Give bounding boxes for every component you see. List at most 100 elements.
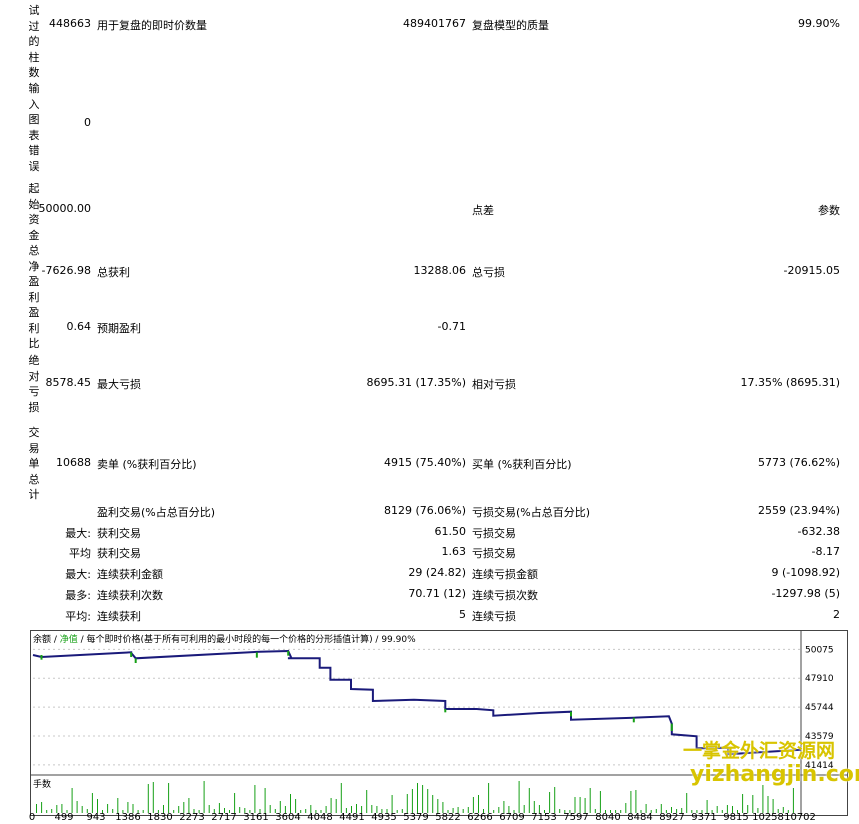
volume-bar bbox=[442, 802, 444, 813]
x-tick-label-20: 8927 bbox=[659, 812, 685, 823]
maximal-consec-profit-label: 连续获利次数 bbox=[97, 589, 163, 602]
volume-bar bbox=[56, 805, 58, 813]
chart-header: 余额 / 净值 / 每个即时价格(基于所有可利用的最小时段的每一个价格的分形插值… bbox=[33, 632, 416, 645]
balance-chart: 余额 / 净值 / 每个即时价格(基于所有可利用的最小时段的每一个价格的分形插值… bbox=[30, 630, 848, 816]
volume-bar bbox=[300, 810, 302, 813]
volume-bar bbox=[61, 804, 63, 813]
y-tick-label-0: 50075 bbox=[805, 645, 834, 655]
volume-bar bbox=[437, 799, 439, 813]
volume-bar bbox=[706, 800, 708, 813]
maximal-consec-profit-value: 70.71 (12) bbox=[408, 587, 466, 600]
initial-deposit-value: 50000.00 bbox=[38, 202, 92, 215]
volume-bar bbox=[396, 810, 398, 813]
volume-bar bbox=[381, 809, 383, 813]
volume-bar bbox=[671, 807, 672, 813]
x-tick-label-22: 9815 bbox=[723, 812, 749, 823]
largest-loss-trade-label: 亏损交易 bbox=[472, 527, 516, 540]
relative-drawdown-value: 17.35% (8695.31) bbox=[740, 376, 840, 389]
volume-bar bbox=[452, 808, 454, 813]
volume-bar bbox=[361, 806, 363, 813]
left-label-0: 试过的柱数 bbox=[28, 4, 40, 79]
left-label-5: 绝对亏损 bbox=[28, 354, 40, 414]
gross-loss-label: 总亏损 bbox=[472, 266, 505, 279]
maximal-prefix: 最多: bbox=[65, 589, 91, 602]
volume-bar bbox=[681, 808, 683, 813]
volume-bar bbox=[701, 810, 703, 813]
average-consec-wins-label: 连续获利 bbox=[97, 610, 141, 623]
volume-bar bbox=[163, 805, 164, 813]
volume-bar bbox=[752, 795, 754, 813]
volume-bar bbox=[493, 810, 495, 813]
volume-bar bbox=[767, 796, 769, 813]
volume-bar bbox=[305, 809, 307, 813]
ticks-modelled-value: 489401767 bbox=[403, 17, 466, 30]
volume-bar bbox=[376, 806, 378, 813]
volume-bar bbox=[726, 805, 728, 813]
average-loss-trade-value: -8.17 bbox=[811, 545, 840, 558]
volume-bar bbox=[417, 783, 418, 813]
x-tick-label-5: 2273 bbox=[179, 812, 205, 823]
volume-bar bbox=[254, 785, 256, 813]
gross-profit-value: 13288.06 bbox=[413, 264, 467, 277]
left-label-3: 总净盈利 bbox=[28, 244, 40, 304]
absolute-drawdown-value: 8578.45 bbox=[45, 376, 92, 389]
average-profit-trade-value: 1.63 bbox=[441, 545, 467, 558]
volume-bar bbox=[594, 809, 596, 813]
volume-bar bbox=[203, 781, 205, 813]
volume-bar bbox=[173, 810, 175, 813]
volume-bar bbox=[660, 804, 662, 813]
volume-bar bbox=[295, 799, 297, 813]
volume-bar bbox=[335, 799, 337, 813]
average2-prefix: 平均: bbox=[65, 610, 91, 623]
volume-bar bbox=[757, 808, 759, 813]
maximum-prefix: 最大: bbox=[65, 568, 91, 581]
volume-bar bbox=[112, 809, 114, 813]
volume-bar bbox=[330, 798, 332, 813]
volume-bar bbox=[315, 810, 317, 813]
volume-bar bbox=[782, 807, 784, 813]
volume-bar bbox=[183, 802, 185, 813]
volume-bar bbox=[462, 809, 464, 813]
volume-bar bbox=[411, 789, 413, 813]
volume-bar bbox=[610, 810, 611, 813]
volume-bar bbox=[427, 789, 429, 813]
x-tick-label-14: 6266 bbox=[467, 812, 493, 823]
gross-profit-label: 总获利 bbox=[97, 266, 130, 279]
volume-bar bbox=[41, 802, 43, 813]
volume-bar bbox=[584, 798, 586, 813]
x-tick-label-10: 4491 bbox=[339, 812, 365, 823]
volume-bar bbox=[574, 797, 576, 813]
x-axis: 0 499 943 1386 1830 2273 2717 3161 3604 4048 4491 4… bbox=[29, 812, 846, 824]
profit-trades-value: 8129 (76.06%) bbox=[383, 504, 466, 517]
max-drawdown-label: 最大亏损 bbox=[97, 378, 141, 391]
volume-bar bbox=[51, 809, 53, 813]
average-consec-losses-value: 2 bbox=[833, 608, 840, 621]
loss-trades-value: 2559 (23.94%) bbox=[757, 504, 840, 517]
max-drawdown-value: 8695.31 (17.35%) bbox=[366, 376, 466, 389]
volume-bar bbox=[132, 804, 134, 813]
chart-header-rest: / 每个即时价格(基于所有可利用的最小时段的每一个价格的分形插值计算) / 99… bbox=[77, 635, 416, 645]
y-tick-label-2: 45744 bbox=[805, 703, 834, 713]
volume-bar bbox=[239, 807, 241, 813]
volume-bar bbox=[168, 783, 170, 813]
volume-bar bbox=[569, 810, 571, 813]
left-label-2: 起始资金 bbox=[28, 182, 40, 242]
largest-profit-trade-value: 61.50 bbox=[434, 525, 467, 538]
watermark-line1: 一掌金外汇资源网 bbox=[683, 740, 836, 762]
volume-bar bbox=[290, 794, 291, 813]
volume-bar bbox=[747, 805, 749, 813]
volume-bar bbox=[483, 809, 484, 813]
volume-bar bbox=[564, 810, 566, 813]
largest-loss-trade-value: -632.38 bbox=[797, 525, 840, 538]
volume-bar bbox=[716, 806, 718, 813]
volume-bar bbox=[198, 810, 200, 813]
y-tick-label-4: 41414 bbox=[805, 761, 834, 771]
net-profit-value: -7626.98 bbox=[41, 264, 91, 277]
volume-bar bbox=[432, 795, 434, 813]
volume-bar bbox=[401, 809, 403, 813]
volume-bar bbox=[508, 806, 510, 813]
volume-bar bbox=[792, 788, 794, 813]
volume-bar bbox=[386, 809, 388, 813]
watermark-line2: yizhangjin.com bbox=[690, 762, 859, 787]
volume-bar bbox=[589, 788, 591, 813]
